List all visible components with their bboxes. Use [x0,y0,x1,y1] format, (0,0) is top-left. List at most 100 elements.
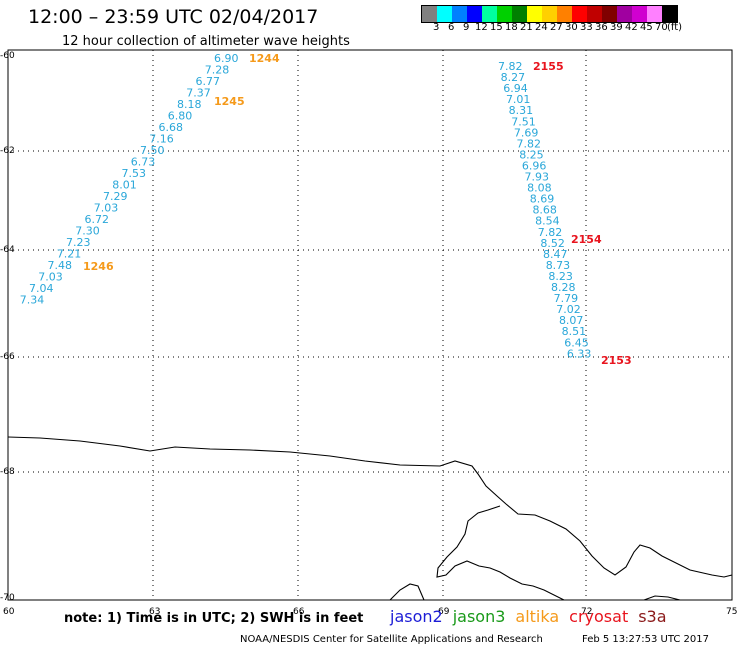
legend-swatch [617,6,632,22]
track-time-label: 1246 [83,260,114,273]
page-subtitle: 12 hour collection of altimeter wave hei… [62,34,350,49]
wave-height-value: 8.27 [501,71,526,84]
wave-height-value: 7.04 [29,282,54,295]
generation-timestamp: Feb 5 13:27:53 UTC 2017 [582,634,709,645]
legend-swatch [512,6,527,22]
legend-swatch [497,6,512,22]
legend-label: 45 [640,22,653,33]
legend-swatch [632,6,647,22]
color-scale-legend [421,5,678,23]
gridlines [8,50,732,600]
wave-height-value: 8.08 [527,182,552,195]
wave-height-value: 7.21 [57,248,82,261]
wave-height-value: 8.07 [559,314,584,327]
track-time-label: 1244 [249,52,280,65]
track-time-label: 2155 [533,60,564,73]
legend-swatch [482,6,497,22]
wave-height-value: 8.18 [177,98,202,111]
coastline-south [389,583,425,601]
latitude-label: -66 [0,352,15,362]
wave-height-value: 6.72 [85,213,110,226]
legend-swatch [542,6,557,22]
legend-label: 12 [475,22,488,33]
latitude-label: -64 [0,245,15,255]
longitude-label: 75 [726,607,737,617]
longitude-label: 69 [438,607,450,617]
legend-label: 15 [490,22,503,33]
wave-height-value: 7.03 [94,202,119,215]
wave-height-value: 8.01 [112,179,137,192]
wave-height-value: 6.80 [168,110,193,123]
legend-swatch [587,6,602,22]
legend-swatch [467,6,482,22]
wave-height-value: 7.51 [511,115,536,128]
legend-swatch [662,6,677,22]
legend-label: 36 [595,22,608,33]
latitude-label: -70 [0,593,15,603]
color-scale-labels: 3 6 9 12 15 18 21 24 27 30 33 36 39 42 45 70 (ft) [421,22,731,36]
legend-swatch [647,6,662,22]
legend-label: 18 [505,22,518,33]
wave-height-value: 6.96 [522,159,547,172]
longitude-label: 72 [581,607,592,617]
wave-height-value: 7.28 [205,64,230,77]
legend-swatch [452,6,467,22]
wave-height-value: 7.03 [38,271,63,284]
wave-height-value: 7.48 [48,259,73,272]
wave-height-value: 7.16 [149,133,174,146]
wave-height-value: 8.68 [532,204,557,217]
wave-height-value: 7.23 [66,236,91,249]
legend-label: (ft) [667,22,683,33]
map-frame [7,49,733,601]
satellite-jason2: jason2 [390,607,443,626]
legend-label: 33 [580,22,593,33]
legend-swatch [527,6,542,22]
wave-height-value: 7.93 [525,171,550,184]
legend-swatch [437,6,452,22]
wave-height-value: 6.45 [564,336,589,349]
wave-height-value: 6.68 [159,121,184,134]
wave-height-value: 7.79 [554,292,579,305]
satellite-legend: jason2 jason3 altika cryosat s3a [390,607,677,626]
wave-height-value: 6.94 [503,82,528,95]
legend-label: 70 [655,22,668,33]
wave-height-value: 8.31 [509,104,533,117]
wave-height-value: 8.69 [530,193,555,206]
longitude-labels: 60 63 66 69 72 75 [3,607,737,617]
wave-height-value: 7.50 [140,144,165,157]
wave-height-value: 8.52 [540,237,565,250]
latitude-label: -68 [0,467,15,477]
wave-height-value: 8.28 [551,281,576,294]
wave-height-value: 6.90 [214,52,239,65]
latitude-label: -62 [0,146,15,156]
west-track: 6.907.286.777.378.186.806.687.167.506.73… [20,52,280,307]
page-title: 12:00 – 23:59 UTC 02/04/2017 [28,6,319,28]
wave-height-value: 8.23 [548,270,573,283]
wave-height-value: 7.82 [538,226,563,239]
wave-height-value: 7.30 [75,225,100,238]
latitude-labels: -60 -62 -64 -66 -68 -70 [0,51,15,603]
wave-height-value: 7.82 [517,137,542,150]
legend-label: 42 [625,22,638,33]
latitude-label: -60 [0,51,15,61]
wave-height-value: 7.69 [514,126,539,139]
wave-height-value: 7.37 [186,87,211,100]
wave-height-value: 7.29 [103,190,128,203]
wave-height-value: 8.25 [519,148,544,161]
legend-label: 6 [448,22,455,33]
track-time-label: 2153 [601,354,632,367]
wave-height-value: 8.51 [562,325,587,338]
longitude-label: 66 [293,607,305,617]
wave-height-value: 7.82 [498,60,523,73]
track-time-label: 1245 [214,95,245,108]
wave-height-value: 6.73 [131,156,156,169]
credit-line: NOAA/NESDIS Center for Satellite Applica… [240,634,543,645]
longitude-label: 63 [149,607,160,617]
legend-label: 39 [610,22,623,33]
legend-label: 30 [565,22,578,33]
wave-height-value: 7.01 [506,93,531,106]
legend-label: 9 [463,22,470,33]
wave-height-value: 8.54 [535,215,560,228]
coastline-island [643,595,681,601]
